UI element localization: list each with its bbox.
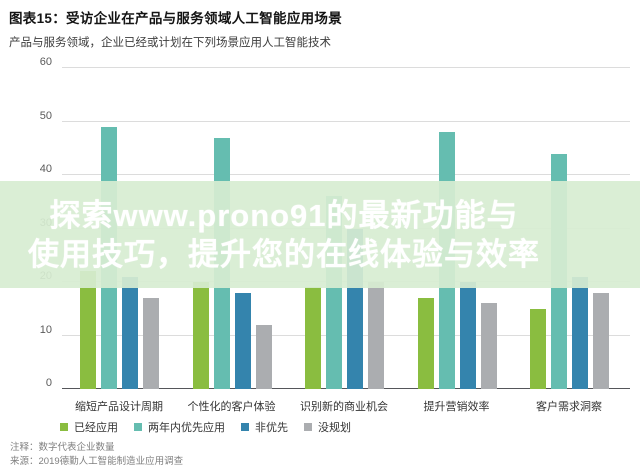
gridline-y60 xyxy=(62,67,630,68)
bar-已经应用 xyxy=(417,298,434,389)
x-axis-line xyxy=(62,388,630,389)
legend-item: 已经应用 xyxy=(60,419,118,435)
bar-已经应用 xyxy=(80,271,96,389)
legend: 已经应用 两年内优先应用 非优先 没规划 xyxy=(60,419,351,435)
bar-非优先 xyxy=(459,282,476,389)
bar-已经应用 xyxy=(192,282,209,389)
x-category-label: 缩短产品设计周期 xyxy=(75,401,163,413)
legend-swatch xyxy=(60,423,68,431)
legend-label: 非优先 xyxy=(255,422,288,434)
bar-非优先 xyxy=(122,276,138,389)
chart-title: 图表15：受访企业在产品与服务领域人工智能应用场景 xyxy=(9,11,343,26)
legend-label: 已经应用 xyxy=(74,422,118,434)
watermark-line-1: 探索www.prono91的最新功能与 xyxy=(49,197,519,233)
legend-label: 没规划 xyxy=(318,422,351,434)
y-tick-label: 50 xyxy=(39,109,52,122)
watermark-line-2: 使用技巧，提升您的在线体验与效率 xyxy=(28,236,540,272)
bar-没规划 xyxy=(480,303,497,389)
bar-非优先 xyxy=(572,276,588,389)
bar-没规划 xyxy=(255,324,272,389)
legend-item: 非优先 xyxy=(241,419,288,435)
footnotes: 注释：数字代表企业数量 来源：2019德勤人工智能制造业应用调查 xyxy=(10,441,183,468)
bar-没规划 xyxy=(368,282,384,389)
legend-swatch xyxy=(241,423,249,431)
legend-label: 两年内优先应用 xyxy=(148,422,225,434)
source-text: 来源：2019德勤人工智能制造业应用调查 xyxy=(10,455,184,467)
chart-subtitle: 产品与服务领域，企业已经或计划在下列场景应用人工智能技术 xyxy=(9,37,331,49)
x-category-label: 提升营销效率 xyxy=(423,401,490,413)
watermark-overlay: 探索www.prono91的最新功能与 使用技巧，提升您的在线体验与效率 xyxy=(0,181,640,288)
bar-没规划 xyxy=(593,292,609,389)
x-category-label: 个性化的客户体验 xyxy=(187,401,276,413)
gridline-y10 xyxy=(62,334,630,336)
bar-已经应用 xyxy=(530,308,546,389)
bar-没规划 xyxy=(143,298,159,389)
legend-item: 两年内优先应用 xyxy=(134,419,225,435)
gridline-y40 xyxy=(62,174,630,175)
legend-swatch xyxy=(134,423,142,431)
y-tick-label: 60 xyxy=(39,56,52,68)
bar-非优先 xyxy=(234,292,251,389)
y-tick-label: 10 xyxy=(39,323,52,336)
x-category-label: 识别新的商业机会 xyxy=(300,401,388,413)
x-category-label: 客户需求洞察 xyxy=(536,401,602,413)
y-tick-label: 40 xyxy=(39,163,52,175)
note-text: 注释：数字代表企业数量 xyxy=(10,442,115,453)
y-tick-label: 0 xyxy=(45,377,52,389)
legend-item: 没规划 xyxy=(304,419,351,435)
legend-swatch xyxy=(304,423,312,431)
gridline-y50 xyxy=(62,120,630,122)
bar-已经应用 xyxy=(305,287,321,389)
